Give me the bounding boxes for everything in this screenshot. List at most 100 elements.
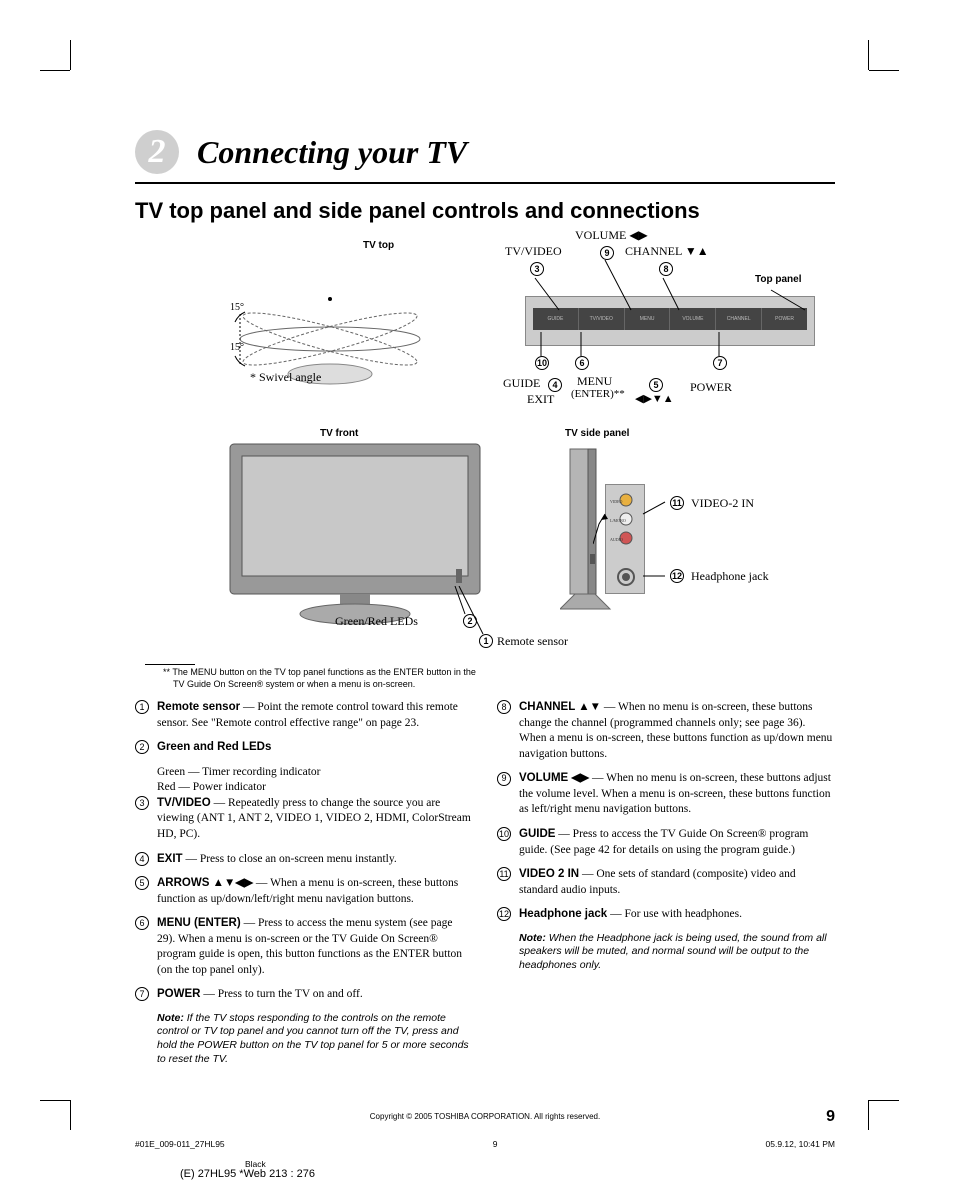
label-volume: VOLUME ◀▶: [575, 228, 648, 243]
crop-mark: [868, 1100, 869, 1130]
crop-mark: [40, 1100, 70, 1101]
chapter-header: 2 Connecting your TV: [135, 130, 835, 174]
label-tv-top: TV top: [363, 240, 394, 251]
crop-mark: [70, 1100, 71, 1130]
item-subline: Green — Timer recording indicator: [157, 765, 473, 781]
item-title: ARROWS ▲▼◀▶: [157, 877, 253, 889]
callout-12: 12: [670, 569, 684, 583]
description-item: 11 VIDEO 2 IN — One sets of standard (com…: [497, 867, 835, 898]
label-angle: 15°: [230, 302, 244, 313]
print-slug: #01E_009-011_27HL95 9 05.9.12, 10:41 PM: [135, 1139, 835, 1149]
description-columns: 1 Remote sensor — Point the remote contro…: [135, 700, 835, 1066]
slug-right: 05.9.12, 10:41 PM: [766, 1139, 835, 1149]
item-body: Headphone jack — For use with headphones…: [519, 907, 835, 923]
crop-mark: [869, 70, 899, 71]
item-title: GUIDE: [519, 828, 555, 840]
item-number: 2: [135, 740, 149, 754]
crop-mark: [70, 40, 71, 70]
description-item: 6MENU (ENTER) — Press to access the menu…: [135, 916, 473, 978]
item-title: Headphone jack: [519, 908, 607, 920]
item-title: Green and Red LEDs: [157, 741, 271, 753]
footnote-line2: TV Guide On Screen® system or when a men…: [173, 679, 415, 689]
page-footer: Copyright © 2005 TOSHIBA CORPORATION. Al…: [135, 1112, 835, 1169]
column-left: 1 Remote sensor — Point the remote contro…: [135, 700, 473, 1066]
item-number: 5: [135, 876, 149, 890]
copyright: Copyright © 2005 TOSHIBA CORPORATION. Al…: [135, 1112, 835, 1121]
description-item: 9 VOLUME ◀▶ — When no menu is on-screen, …: [497, 771, 835, 818]
item-body: VOLUME ◀▶ — When no menu is on-screen, t…: [519, 771, 835, 818]
item-body: TV/VIDEO — Repeatedly press to change th…: [157, 796, 473, 843]
item-subline: Red — Power indicator: [157, 780, 473, 796]
color-plate: Black: [245, 1159, 835, 1169]
item-number: 9: [497, 772, 511, 786]
item-body: CHANNEL ▲▼ — When no menu is on-screen, …: [519, 700, 835, 762]
item-title: TV/VIDEO: [157, 797, 211, 809]
callout-11: 11: [670, 496, 684, 510]
item-body: MENU (ENTER) — Press to access the menu …: [157, 916, 473, 978]
label-channel: CHANNEL ▼▲: [625, 244, 709, 259]
item-body: POWER — Press to turn the TV on and off.: [157, 987, 473, 1003]
label-side-panel: TV side panel: [565, 428, 629, 439]
item-title: VIDEO 2 IN: [519, 868, 579, 880]
item-body: ARROWS ▲▼◀▶ — When a menu is on-screen, …: [157, 876, 473, 907]
crop-mark: [868, 40, 869, 70]
description-item: 2 Green and Red LEDs: [135, 740, 473, 756]
label-headphone: Headphone jack: [691, 569, 769, 584]
item-title: VOLUME ◀▶: [519, 772, 589, 784]
item-title: CHANNEL ▲▼: [519, 701, 601, 713]
item-number: 3: [135, 796, 149, 810]
page-content: 2 Connecting your TV TV top panel and si…: [135, 130, 835, 1066]
description-item: 4EXIT — Press to close an on-screen menu…: [135, 852, 473, 868]
label-remote-sensor: Remote sensor: [497, 634, 568, 649]
label-green-red: Green/Red LEDs: [335, 614, 418, 629]
bottom-tag: (E) 27HL95 *Web 213 : 276: [180, 1168, 315, 1180]
item-note: Note: When the Headphone jack is being u…: [519, 932, 835, 973]
crop-mark: [869, 1100, 899, 1101]
label-tvvideo: TV/VIDEO: [505, 244, 562, 259]
leader-lines-top: [523, 260, 823, 400]
description-item: 7 POWER — Press to turn the TV on and off…: [135, 987, 473, 1003]
page-number: 9: [826, 1108, 835, 1126]
label-video2in: VIDEO-2 IN: [691, 496, 754, 511]
item-number: 10: [497, 827, 511, 841]
description-item: 3 TV/VIDEO — Repeatedly press to change t…: [135, 796, 473, 843]
item-number: 11: [497, 867, 511, 881]
footnote-marker: **: [163, 667, 170, 677]
item-text: — For use with headphones.: [607, 908, 742, 920]
item-text: — Press to access the TV Guide On Screen…: [519, 828, 808, 856]
item-body: VIDEO 2 IN — One sets of standard (compo…: [519, 867, 835, 898]
rule-thick: [135, 182, 835, 184]
callout-9: 9: [600, 246, 614, 260]
item-title: MENU (ENTER): [157, 917, 241, 929]
column-right: 8 CHANNEL ▲▼ — When no menu is on-screen,…: [497, 700, 835, 1066]
item-body: Remote sensor — Point the remote control…: [157, 700, 473, 731]
label-angle-2: 15°: [230, 342, 244, 353]
note-text: If the TV stops responding to the contro…: [157, 1012, 469, 1065]
item-text: — Press to turn the TV on and off.: [200, 988, 362, 1000]
item-body: EXIT — Press to close an on-screen menu …: [157, 852, 473, 868]
tv-top-illustration: [215, 274, 445, 408]
note-label: Note:: [157, 1012, 187, 1024]
item-body: GUIDE — Press to access the TV Guide On …: [519, 827, 835, 858]
item-text: — Press to close an on-screen menu insta…: [183, 853, 397, 865]
item-title: Remote sensor: [157, 701, 240, 713]
description-item: 10 GUIDE — Press to access the TV Guide O…: [497, 827, 835, 858]
description-item: 12Headphone jack — For use with headphon…: [497, 907, 835, 923]
leader-front: [435, 586, 495, 646]
section-title: TV top panel and side panel controls and…: [135, 198, 835, 224]
item-number: 8: [497, 700, 511, 714]
crop-mark: [40, 70, 70, 71]
item-note: Note: If the TV stops responding to the …: [157, 1012, 473, 1067]
item-title: POWER: [157, 988, 200, 1000]
item-number: 7: [135, 987, 149, 1001]
label-swivel: * Swivel angle: [250, 370, 321, 385]
leader-side: [593, 484, 673, 604]
description-item: 1 Remote sensor — Point the remote contro…: [135, 700, 473, 731]
footnote-rule: [145, 664, 195, 665]
description-item: 8 CHANNEL ▲▼ — When no menu is on-screen,…: [497, 700, 835, 762]
note-text: When the Headphone jack is being used, t…: [519, 932, 827, 971]
item-number: 1: [135, 700, 149, 714]
slug-left: #01E_009-011_27HL95: [135, 1139, 225, 1149]
chapter-number-badge: 2: [135, 130, 179, 174]
footnote-line1: The MENU button on the TV top panel func…: [172, 667, 476, 677]
